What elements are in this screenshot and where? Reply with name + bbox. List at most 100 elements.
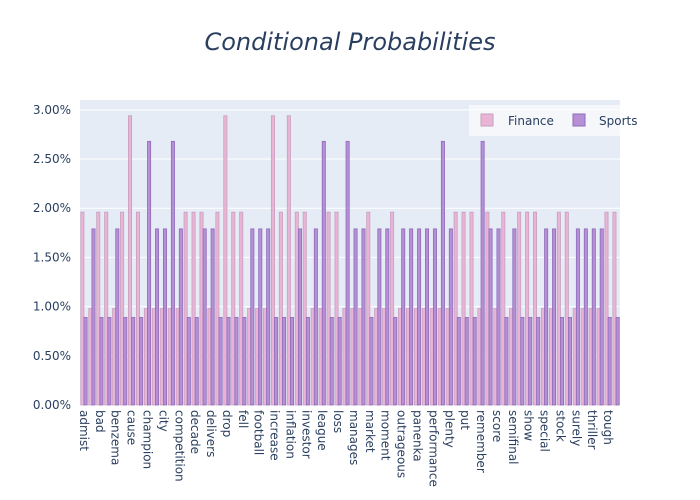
bar-sports-economy[interactable] [234, 317, 239, 406]
bar-finance-buy[interactable] [120, 211, 125, 406]
bar-sports-label[interactable] [313, 228, 318, 406]
bar-sports-march[interactable] [361, 228, 366, 406]
bar-sports-competition[interactable] [178, 228, 183, 406]
bar-sports-plenty[interactable] [448, 228, 453, 406]
bar-sports-christmas[interactable] [155, 228, 160, 406]
bar-finance-penalty[interactable] [421, 308, 426, 406]
bar-finance-crash[interactable] [183, 211, 188, 406]
bar-finance-rise[interactable] [485, 211, 490, 406]
bar-sports-time[interactable] [599, 228, 604, 406]
legend-swatch-finance[interactable] [480, 113, 494, 127]
bar-sports-outrageous[interactable] [401, 228, 406, 406]
bar-sports-demand[interactable] [218, 317, 223, 406]
bar-sports-crash[interactable] [186, 317, 191, 406]
bar-finance-trade[interactable] [612, 211, 617, 406]
bar-finance-interest[interactable] [294, 211, 299, 406]
bar-sports-special[interactable] [544, 228, 549, 406]
bar-sports-lose[interactable] [329, 317, 334, 406]
bar-finance-drop[interactable] [223, 115, 228, 406]
bar-finance-tough[interactable] [604, 211, 609, 406]
bar-finance-delivers[interactable] [207, 308, 212, 406]
bar-finance-surely[interactable] [572, 308, 577, 406]
bar-sports-share[interactable] [520, 317, 525, 406]
bar-sports-benzema[interactable] [115, 228, 120, 406]
bar-finance-fiscal[interactable] [247, 308, 252, 406]
bar-finance-football[interactable] [255, 308, 260, 406]
bar-sports-adrenaline[interactable] [91, 228, 96, 406]
bar-finance-celebrate[interactable] [135, 211, 140, 406]
bar-finance-march[interactable] [358, 308, 363, 406]
bar-sports-fiscal[interactable] [250, 228, 255, 406]
bar-sports-tough[interactable] [607, 317, 612, 406]
bar-finance-coach[interactable] [167, 308, 172, 406]
bar-sports-put[interactable] [464, 317, 469, 406]
bar-sports-remember[interactable] [480, 140, 485, 406]
bar-sports-team[interactable] [583, 228, 588, 406]
bar-sports-surely[interactable] [575, 228, 580, 406]
bar-sports-stadium[interactable] [552, 228, 557, 406]
bar-sports-decade[interactable] [194, 317, 199, 406]
bar-finance-performance[interactable] [429, 308, 434, 406]
bar-sports-rise[interactable] [488, 228, 493, 406]
bar-finance-manager[interactable] [342, 308, 347, 406]
bar-finance-show[interactable] [525, 211, 530, 406]
legend-swatch-sports[interactable] [572, 113, 586, 127]
bar-finance-outrageous[interactable] [398, 308, 403, 406]
bar-sports-manages[interactable] [353, 228, 358, 406]
bar-finance-market[interactable] [366, 211, 371, 406]
bar-finance-semifinal[interactable] [509, 308, 514, 406]
bar-sports-interest[interactable] [297, 228, 302, 406]
bar-finance-league[interactable] [318, 308, 323, 406]
bar-sports-show[interactable] [528, 317, 533, 406]
bar-finance-thriller[interactable] [588, 308, 593, 406]
bar-finance-season[interactable] [501, 211, 506, 406]
bar-finance-stadium[interactable] [548, 308, 553, 406]
bar-finance-increase[interactable] [270, 115, 275, 406]
bar-sports-coach[interactable] [170, 140, 175, 406]
bar-finance-city[interactable] [159, 308, 164, 406]
bar-sports-thriller[interactable] [591, 228, 596, 406]
bar-finance-over[interactable] [405, 308, 410, 406]
bar-finance-investor[interactable] [302, 211, 307, 406]
bar-sports-league[interactable] [321, 140, 326, 406]
bar-sports-decline[interactable] [202, 228, 207, 406]
bar-finance-fund[interactable] [263, 308, 268, 406]
bar-sports-over[interactable] [409, 228, 414, 406]
legend[interactable]: Finance Sports [469, 105, 637, 136]
bar-sports-buy[interactable] [123, 317, 128, 406]
bar-finance-christmas[interactable] [151, 308, 156, 406]
bar-finance-demand[interactable] [215, 211, 220, 406]
bar-finance-team[interactable] [580, 308, 585, 406]
bar-finance-decade[interactable] [191, 211, 196, 406]
bar-sports-delivers[interactable] [210, 228, 215, 406]
bar-finance-strike[interactable] [564, 211, 569, 406]
bar-finance-bank[interactable] [104, 211, 109, 406]
bar-sports-sign[interactable] [536, 317, 541, 406]
bar-finance-put[interactable] [461, 211, 466, 406]
bar-sports-city[interactable] [162, 228, 167, 406]
bar-sports-score[interactable] [496, 228, 501, 406]
bar-finance-panenka[interactable] [413, 308, 418, 406]
bar-finance-lose[interactable] [326, 211, 331, 406]
bar-finance-economy[interactable] [231, 211, 236, 406]
bar-sports-index[interactable] [282, 317, 287, 406]
legend-label-finance[interactable]: Finance [508, 114, 554, 128]
bar-sports-bad[interactable] [99, 317, 104, 406]
bar-sports-season[interactable] [504, 317, 509, 406]
bar-sports-increase[interactable] [274, 317, 279, 406]
bar-sports-month[interactable] [393, 317, 398, 406]
bar-finance-price[interactable] [453, 211, 458, 406]
bar-sports-cause[interactable] [131, 317, 136, 406]
bar-sports-admist[interactable] [83, 317, 88, 406]
bar-finance-inflation[interactable] [286, 115, 291, 406]
bar-finance-month[interactable] [390, 211, 395, 406]
bar-finance-index[interactable] [278, 211, 283, 406]
bar-finance-manages[interactable] [350, 308, 355, 406]
bar-sports-moment[interactable] [385, 228, 390, 406]
bar-finance-match[interactable] [374, 308, 379, 406]
bar-sports-trade[interactable] [615, 317, 620, 406]
bar-finance-remember[interactable] [477, 308, 482, 406]
bar-sports-stock[interactable] [560, 317, 565, 406]
bar-sports-football[interactable] [258, 228, 263, 406]
bar-sports-player[interactable] [440, 140, 445, 406]
